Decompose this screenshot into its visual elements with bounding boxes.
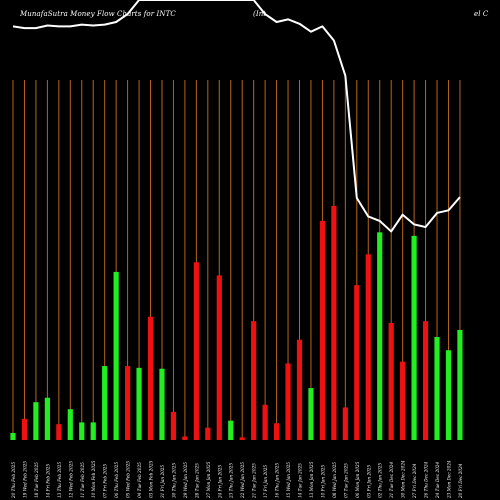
x-tick-label: 19 Wed Feb 2025 bbox=[22, 461, 27, 498]
money-flow-bar bbox=[159, 368, 165, 440]
x-tick-label: 30 Mon Dec 2024 bbox=[401, 460, 406, 498]
money-flow-bar bbox=[296, 339, 303, 440]
money-flow-bars bbox=[10, 205, 463, 440]
money-flow-bar bbox=[182, 436, 188, 440]
x-tick-label: 11 Tue Feb 2025 bbox=[80, 462, 85, 498]
money-flow-bar bbox=[44, 397, 50, 440]
money-flow-bar bbox=[445, 350, 452, 440]
x-tick-label: 27 Fri Dec 2024 bbox=[412, 463, 417, 499]
money-flow-bar bbox=[377, 232, 383, 440]
money-flow-bar bbox=[457, 330, 463, 440]
chart-title-middle: (Int bbox=[253, 10, 267, 18]
chart-title: MunafaSutra Money Flow Charts for INTC bbox=[20, 10, 176, 18]
money-flow-bar bbox=[113, 271, 119, 440]
x-tick-label: 16 Thu Jan 2025 bbox=[275, 463, 280, 498]
money-flow-bar bbox=[67, 409, 73, 440]
x-tick-label: 04 Tue Feb 2025 bbox=[137, 462, 142, 498]
price-line bbox=[12, 0, 461, 233]
x-axis-labels: 20 Thu Feb 2025 19 Wed Feb 2025 18 Tue Feb… bbox=[11, 460, 463, 499]
x-tick-label: 06 Mon Jan 2025 bbox=[355, 461, 360, 498]
money-flow-bar bbox=[365, 254, 371, 440]
money-flow-bar bbox=[262, 404, 268, 440]
x-tick-label: 07 Tue Jan 2025 bbox=[343, 463, 348, 498]
money-flow-bar bbox=[251, 321, 257, 440]
money-flow-bar bbox=[136, 367, 142, 440]
x-tick-label: 13 Mon Jan 2025 bbox=[309, 461, 314, 498]
money-flow-bar bbox=[21, 418, 28, 440]
x-tick-label: 17 Fri Jan 2025 bbox=[263, 465, 268, 498]
x-tick-label: 10 Fri Jan 2025 bbox=[320, 465, 325, 498]
x-tick-label: 12 Wed Feb 2025 bbox=[68, 461, 73, 498]
x-tick-label: 13 Thu Feb 2025 bbox=[57, 462, 62, 498]
x-tick-label: 08 Wed Jan 2025 bbox=[332, 462, 337, 498]
money-flow-bar bbox=[400, 361, 406, 440]
x-tick-label: 23 Thu Jan 2025 bbox=[229, 463, 234, 499]
x-tick-label: 05 Wed Feb 2025 bbox=[126, 461, 131, 498]
money-flow-bar bbox=[239, 437, 245, 440]
x-tick-label: 10 Mon Feb 2025 bbox=[91, 460, 96, 498]
x-tick-label: 14 Tue Jan 2025 bbox=[298, 463, 303, 498]
x-tick-label: 27 Mon Jan 2025 bbox=[206, 461, 211, 499]
money-flow-bar bbox=[411, 235, 417, 440]
x-tick-label: 03 Mon Feb 2025 bbox=[149, 460, 154, 498]
money-flow-bar bbox=[102, 366, 108, 440]
chart-title-right: el C bbox=[474, 10, 489, 18]
x-tick-label: 06 Thu Feb 2025 bbox=[114, 462, 119, 498]
money-flow-bar bbox=[228, 420, 234, 440]
x-tick-label: 15 Wed Jan 2025 bbox=[286, 462, 291, 498]
money-flow-bar bbox=[331, 205, 337, 440]
money-flow-bar bbox=[216, 275, 222, 440]
money-flow-bar bbox=[388, 322, 394, 440]
money-flow-bar bbox=[285, 363, 291, 440]
x-tick-label: 24 Fri Jan 2025 bbox=[217, 465, 222, 499]
money-flow-bar bbox=[90, 422, 96, 440]
x-tick-label: 23 Mon Dec 2024 bbox=[446, 460, 451, 499]
money-flow-bar bbox=[308, 388, 314, 440]
x-tick-label: 07 Fri Feb 2025 bbox=[103, 464, 108, 498]
x-tick-label: 03 Fri Jan 2025 bbox=[366, 465, 371, 498]
money-flow-bar bbox=[319, 220, 326, 440]
x-tick-label: 21 Tue Jan 2025 bbox=[252, 463, 257, 499]
money-flow-bar bbox=[56, 424, 62, 440]
money-flow-bar bbox=[434, 337, 440, 440]
x-tick-label: 22 Wed Jan 2025 bbox=[240, 462, 245, 499]
x-tick-label: 26 Thu Dec 2024 bbox=[424, 461, 429, 499]
money-flow-bar bbox=[10, 432, 16, 440]
x-tick-label: 02 Thu Jan 2025 bbox=[378, 463, 383, 498]
money-flow-bar bbox=[170, 411, 177, 440]
x-tick-label: 28 Tue Jan 2025 bbox=[194, 463, 199, 499]
money-flow-bar bbox=[125, 366, 131, 440]
money-flow-bar bbox=[273, 423, 280, 440]
x-tick-label: 24 Tue Dec 2024 bbox=[435, 462, 440, 499]
money-flow-bar bbox=[342, 407, 348, 440]
price-line-layer bbox=[12, 0, 461, 233]
money-flow-bar bbox=[422, 321, 429, 440]
x-tick-label: 20 Thu Feb 2025 bbox=[11, 462, 16, 499]
x-tick-label: 29 Wed Jan 2025 bbox=[183, 462, 188, 499]
x-tick-label: 20 Fri Dec 2024 bbox=[458, 463, 463, 499]
x-tick-label: 18 Tue Feb 2025 bbox=[34, 462, 39, 498]
money-flow-bar bbox=[205, 427, 211, 440]
x-tick-label: 31 Fri Jan 2025 bbox=[160, 465, 165, 498]
money-flow-bar bbox=[354, 285, 360, 440]
money-flow-bar bbox=[79, 422, 85, 440]
money-flow-bar bbox=[147, 316, 154, 440]
money-flow-bar bbox=[33, 402, 39, 440]
money-flow-bar bbox=[193, 262, 199, 440]
x-tick-label: 14 Fri Feb 2025 bbox=[45, 464, 50, 498]
x-tick-label: 31 Tue Dec 2024 bbox=[389, 462, 394, 498]
x-tick-label: 30 Thu Jan 2025 bbox=[171, 463, 176, 498]
